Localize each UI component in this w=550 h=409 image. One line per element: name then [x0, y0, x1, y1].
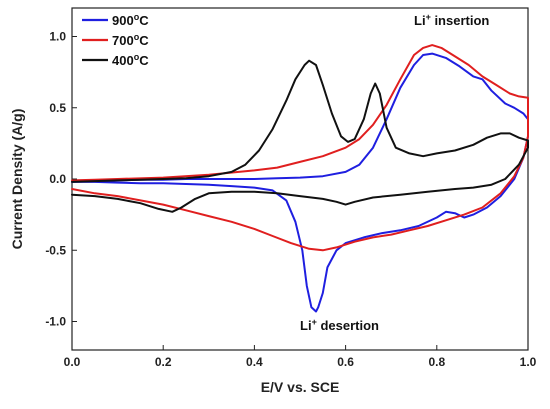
series-line-400 — [71, 59, 529, 213]
x-axis-ticks: 0.0 0.2 0.4 0.6 0.8 1.0 — [64, 345, 537, 369]
series-line-900 — [71, 52, 529, 313]
legend-entry-400: 400oC — [112, 52, 149, 68]
annotation-desertion-sup: + — [312, 317, 317, 327]
y-axis-label: Current Density (A/g) — [9, 109, 25, 250]
annotation-desertion-post: desertion — [317, 318, 379, 333]
x-tick-label: 1.0 — [520, 355, 537, 369]
y-tick-label: -1.0 — [45, 315, 66, 329]
x-tick-label: 0.8 — [428, 355, 445, 369]
series-layer — [71, 44, 529, 313]
annotation-desertion-pre: Li — [300, 318, 312, 333]
x-tick-label: 0.6 — [337, 355, 354, 369]
plot-area: 0.0 0.2 0.4 0.6 0.8 1.0 -1.0 -0.5 0.0 0.5 1.0 — [45, 7, 537, 369]
y-tick-label: 0.0 — [49, 172, 66, 186]
legend-entry-900: 900oC — [112, 12, 149, 28]
annotation-insertion-sup: + — [426, 12, 431, 22]
annotation-li-insertion: Li+ insertion — [414, 12, 489, 28]
y-axis-ticks: -1.0 -0.5 0.0 0.5 1.0 — [45, 30, 77, 329]
annotation-insertion-post: insertion — [431, 13, 490, 28]
x-axis-label: E/V vs. SCE — [261, 379, 340, 395]
y-tick-label: 1.0 — [49, 30, 66, 44]
x-tick-label: 0.2 — [155, 355, 172, 369]
annotation-li-desertion: Li+ desertion — [300, 317, 379, 333]
x-tick-label: 0.4 — [246, 355, 263, 369]
y-tick-label: 0.5 — [49, 101, 66, 115]
y-tick-label: -0.5 — [45, 243, 66, 257]
legend: 900oC 700oC 400oC — [82, 12, 149, 68]
x-tick-label: 0.0 — [64, 355, 81, 369]
annotation-insertion-pre: Li — [414, 13, 426, 28]
legend-entry-700: 700oC — [112, 32, 149, 48]
series-line-700 — [71, 44, 529, 252]
